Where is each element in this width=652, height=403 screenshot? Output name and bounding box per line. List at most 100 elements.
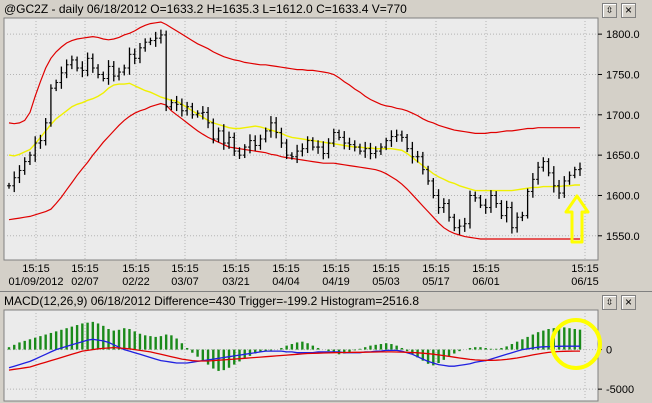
x-date-label: 01/09/2012 — [8, 276, 63, 288]
price-bar — [567, 171, 572, 185]
close-button[interactable]: × — [621, 3, 636, 18]
crossover-circle-annotation — [550, 318, 602, 370]
price-bar — [174, 95, 179, 112]
price-bar — [221, 124, 226, 150]
price-bar — [122, 64, 127, 76]
price-bar — [64, 59, 69, 79]
price-bar — [27, 151, 32, 165]
price-bar — [557, 179, 562, 199]
price-bar — [289, 152, 294, 160]
price-bar — [546, 158, 551, 177]
price-bar — [536, 161, 541, 185]
price-bar — [357, 143, 362, 155]
x-date-label: 04/04 — [272, 276, 300, 288]
price-bar — [258, 134, 263, 150]
price-bar — [22, 157, 27, 175]
price-chart[interactable]: 1800.0 1750.0 1700.0 1650.0 1600.0 1550.0 15:1… — [0, 0, 652, 291]
x-date-label: 06/01 — [472, 276, 500, 288]
price-bar — [562, 176, 567, 198]
price-bar — [75, 56, 80, 72]
macd-tick-label: 0 — [606, 345, 612, 357]
price-bar — [405, 133, 410, 153]
price-bar — [106, 60, 111, 85]
price-bar — [394, 129, 399, 142]
price-bar — [452, 213, 457, 232]
price-bar — [179, 98, 184, 117]
price-bar — [227, 131, 232, 149]
x-date-label: 02/07 — [71, 276, 99, 288]
price-bar — [190, 102, 195, 119]
price-tick-label: 1800.0 — [606, 29, 640, 41]
moving-average-line — [8, 82, 580, 192]
price-bar — [426, 165, 431, 185]
x-date-label: 05/17 — [422, 276, 450, 288]
macd-tick-label: -5000 — [606, 384, 634, 396]
x-time-label: 15:15 — [472, 263, 500, 275]
price-bar — [310, 137, 315, 151]
price-bar — [127, 47, 132, 75]
price-tick-label: 1650.0 — [606, 150, 640, 162]
price-bar — [384, 137, 389, 150]
price-bar — [499, 200, 504, 220]
price-chart-pane[interactable]: 1800.0 1750.0 1700.0 1650.0 1600.0 1550.0 15:1… — [0, 0, 652, 291]
price-bar — [185, 101, 190, 116]
restore-button[interactable]: ⇳ — [602, 3, 617, 18]
price-bar — [242, 144, 247, 159]
price-bar — [436, 189, 441, 214]
price-bar — [316, 140, 321, 154]
x-date-label: 03/21 — [222, 276, 250, 288]
pane-divider[interactable] — [0, 291, 652, 292]
macd-chart[interactable]: 0 -5000 — [0, 292, 652, 403]
price-bar — [117, 67, 122, 81]
macd-chart-header: MACD(12,26,9) 06/18/2012 Difference=430 … — [4, 294, 420, 308]
price-bar — [143, 38, 148, 52]
price-bar — [48, 84, 53, 127]
price-bar — [410, 141, 415, 164]
macd-close-button[interactable]: × — [621, 295, 636, 310]
price-bar — [473, 191, 478, 202]
price-bar — [389, 130, 394, 147]
price-bar — [12, 171, 17, 193]
price-bar — [420, 151, 425, 175]
price-bar — [447, 199, 452, 222]
price-bar — [17, 165, 22, 184]
price-tick-label: 1550.0 — [606, 231, 640, 243]
price-bar — [169, 99, 174, 111]
x-time-label: 15:15 — [422, 263, 450, 275]
upper-bollinger-band — [8, 21, 580, 134]
price-tick-label: 1600.0 — [606, 190, 640, 202]
x-time-label: 15:15 — [372, 263, 400, 275]
x-date-label: 06/15 — [571, 276, 599, 288]
price-chart-header: @GC2Z - daily 06/18/2012 O=1633.2 H=1635… — [4, 2, 407, 16]
x-time-label: 15:15 — [171, 263, 199, 275]
price-bar — [54, 79, 59, 92]
price-bar — [295, 144, 300, 164]
price-bar — [200, 106, 205, 120]
x-time-label: 15:15 — [22, 263, 50, 275]
price-bar — [525, 188, 530, 219]
price-bar — [263, 127, 268, 143]
price-bar — [483, 198, 488, 214]
price-bar — [431, 178, 436, 199]
price-bar — [321, 141, 326, 160]
price-bar — [137, 43, 142, 64]
price-bar — [148, 37, 153, 46]
price-bar — [153, 31, 158, 47]
macd-plot-area — [3, 309, 599, 402]
price-bar — [206, 107, 211, 129]
price-bar — [80, 61, 85, 78]
price-bar — [247, 134, 252, 154]
price-bar — [237, 147, 242, 160]
price-bar — [300, 143, 305, 157]
price-bar — [132, 48, 137, 65]
price-bar — [415, 150, 420, 163]
price-bar — [457, 219, 462, 235]
price-bar — [164, 30, 169, 112]
price-bar — [90, 53, 95, 73]
price-bar — [494, 191, 499, 208]
macd-chart-pane[interactable]: 0 -5000 MACD(12,26,9) 06/18/2012 Differen… — [0, 292, 652, 403]
price-bar — [551, 166, 556, 193]
price-bar — [69, 55, 74, 70]
price-bar — [253, 135, 258, 151]
macd-restore-button[interactable]: ⇳ — [602, 295, 617, 310]
